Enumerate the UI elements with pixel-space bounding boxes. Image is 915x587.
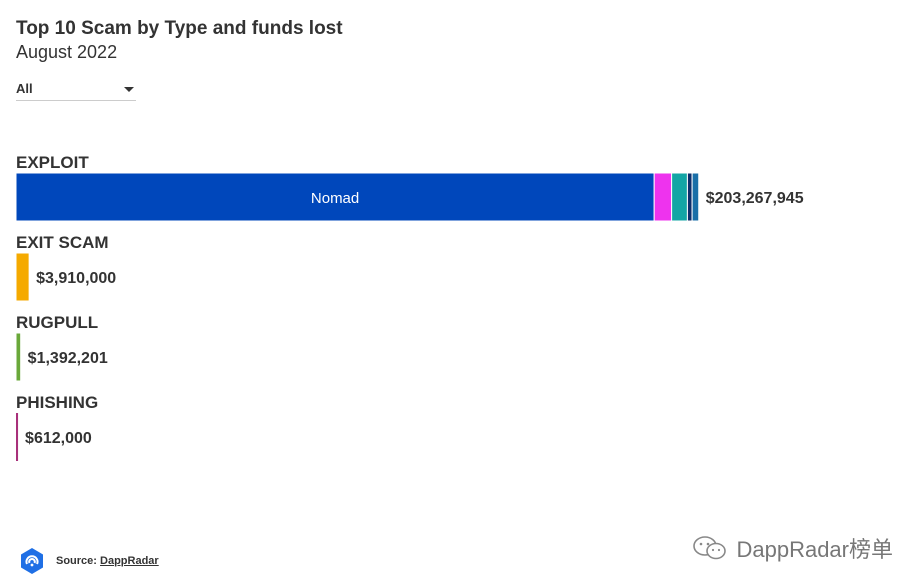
category-label: PHISHING <box>16 393 98 412</box>
bar-segment[interactable] <box>691 172 700 222</box>
category-label: EXPLOIT <box>16 153 89 172</box>
bar-segment[interactable] <box>15 172 655 222</box>
chart-subtitle: August 2022 <box>16 42 118 62</box>
source-prefix: Source: <box>56 555 97 567</box>
bar-segment[interactable] <box>15 332 22 382</box>
source-link[interactable]: DappRadar <box>100 555 159 567</box>
source-text: Source: DappRadar <box>56 555 159 567</box>
value-label: $1,392,201 <box>28 350 108 367</box>
chart-title: Top 10 Scam by Type and funds lost <box>16 18 343 39</box>
category-label: EXIT SCAM <box>16 233 109 252</box>
bar-segment[interactable] <box>686 172 693 222</box>
filter-selected-value: All <box>16 81 33 96</box>
category-label: RUGPULL <box>16 313 98 332</box>
bar-segment[interactable] <box>671 172 688 222</box>
stacked-bar-chart: EXPLOIT Nomad $203,267,945 EXIT SCAM $3,910,… <box>15 153 804 461</box>
bar-segment[interactable] <box>653 172 673 222</box>
scam-type-filter-dropdown[interactable]: All <box>16 80 136 101</box>
value-label: $203,267,945 <box>706 190 804 207</box>
dappradar-logo-icon <box>21 548 43 574</box>
value-label: $3,910,000 <box>36 270 116 287</box>
chevron-down-icon <box>124 87 134 92</box>
watermark: DappRadar榜单 <box>692 532 893 564</box>
source-footer: Source: DappRadar <box>18 546 159 576</box>
wechat-icon <box>693 536 727 560</box>
bar-segment[interactable] <box>16 413 19 461</box>
value-label: $612,000 <box>25 430 92 447</box>
bar-segment[interactable] <box>15 252 30 302</box>
watermark-text: DappRadar榜单 <box>736 537 893 562</box>
segment-label: Nomad <box>311 190 359 207</box>
